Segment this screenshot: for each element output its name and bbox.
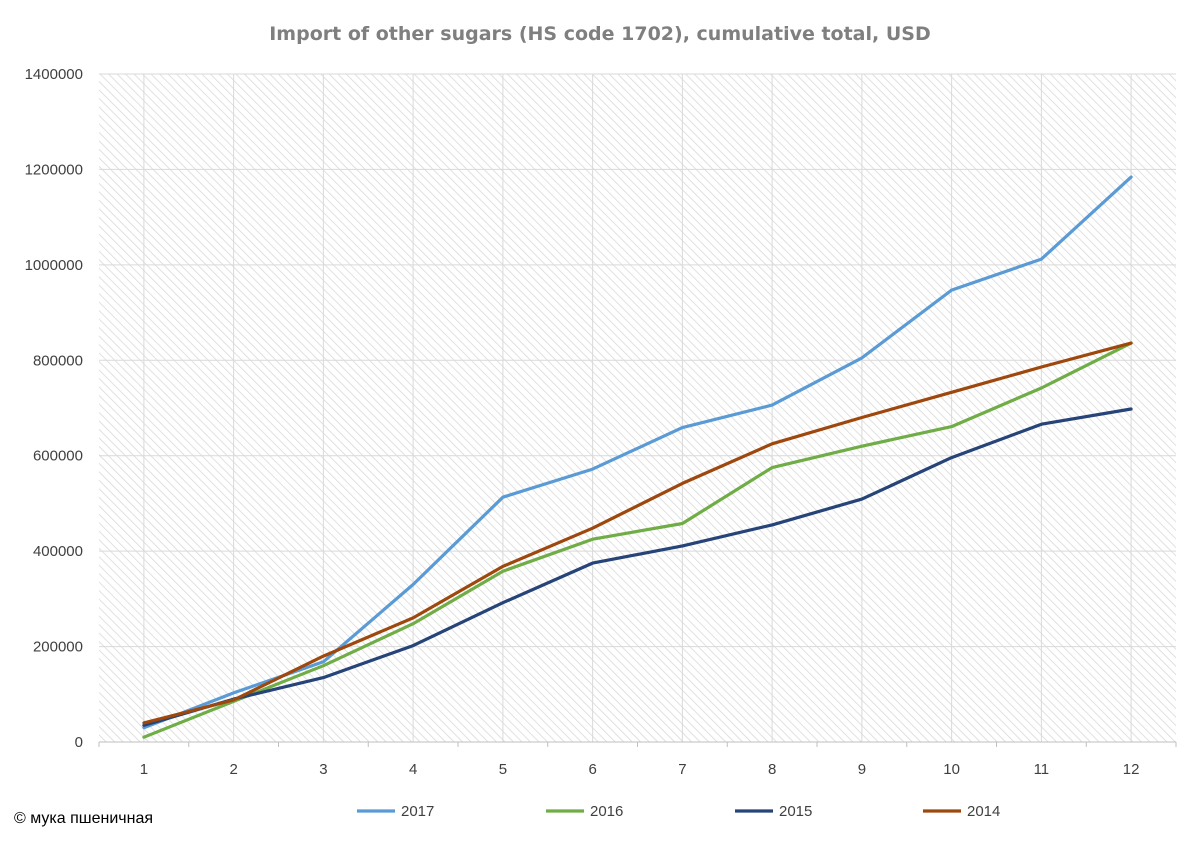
chart-title: Import of other sugars (HS code 1702), c…: [269, 23, 931, 45]
x-tick-label: 11: [1034, 761, 1050, 778]
series-line-2016: [142, 341, 1133, 739]
x-tick-label: 7: [678, 761, 686, 778]
x-tick-label: 4: [409, 761, 417, 778]
y-axis-tick-labels: 0 200000 400000 600000 800000 1000000 1200000 1…: [25, 66, 83, 751]
legend-label-2015: 2015: [779, 803, 812, 820]
y-tick-label: 400000: [33, 543, 83, 560]
x-tick-label: 3: [319, 761, 327, 778]
x-tick-label: 10: [943, 761, 960, 778]
grid-lines: [99, 73, 1176, 742]
y-tick-label: 1200000: [25, 161, 83, 178]
x-axis-tick-labels: 1 2 3 4 5 6 7 8 9 10 11 12: [140, 761, 1140, 778]
x-tick-label: 5: [499, 761, 507, 778]
copyright-text: © мука пшеничная: [14, 810, 154, 827]
x-tick-label: 6: [588, 761, 596, 778]
x-tick-label: 1: [140, 761, 148, 778]
y-tick-label: 600000: [33, 448, 83, 465]
legend: 2017 2016 2015 2014: [357, 803, 1000, 820]
series-line-2017: [142, 175, 1133, 730]
x-tick-label: 8: [768, 761, 776, 778]
series-line-2015: [142, 407, 1133, 727]
y-tick-label: 200000: [33, 639, 83, 656]
y-tick-label: 1000000: [25, 257, 83, 274]
x-axis: [98, 741, 1177, 747]
x-tick-label: 2: [229, 761, 237, 778]
y-tick-label: 0: [75, 734, 83, 751]
y-tick-label: 800000: [33, 352, 83, 369]
plot-area: [99, 74, 1176, 742]
y-tick-label: 1400000: [25, 66, 83, 83]
series-lines: [142, 175, 1133, 739]
legend-label-2016: 2016: [590, 803, 623, 820]
legend-label-2017: 2017: [401, 803, 434, 820]
series-line-2014: [142, 341, 1133, 725]
legend-label-2014: 2014: [967, 803, 1000, 820]
x-tick-label: 12: [1123, 761, 1140, 778]
x-tick-label: 9: [858, 761, 866, 778]
